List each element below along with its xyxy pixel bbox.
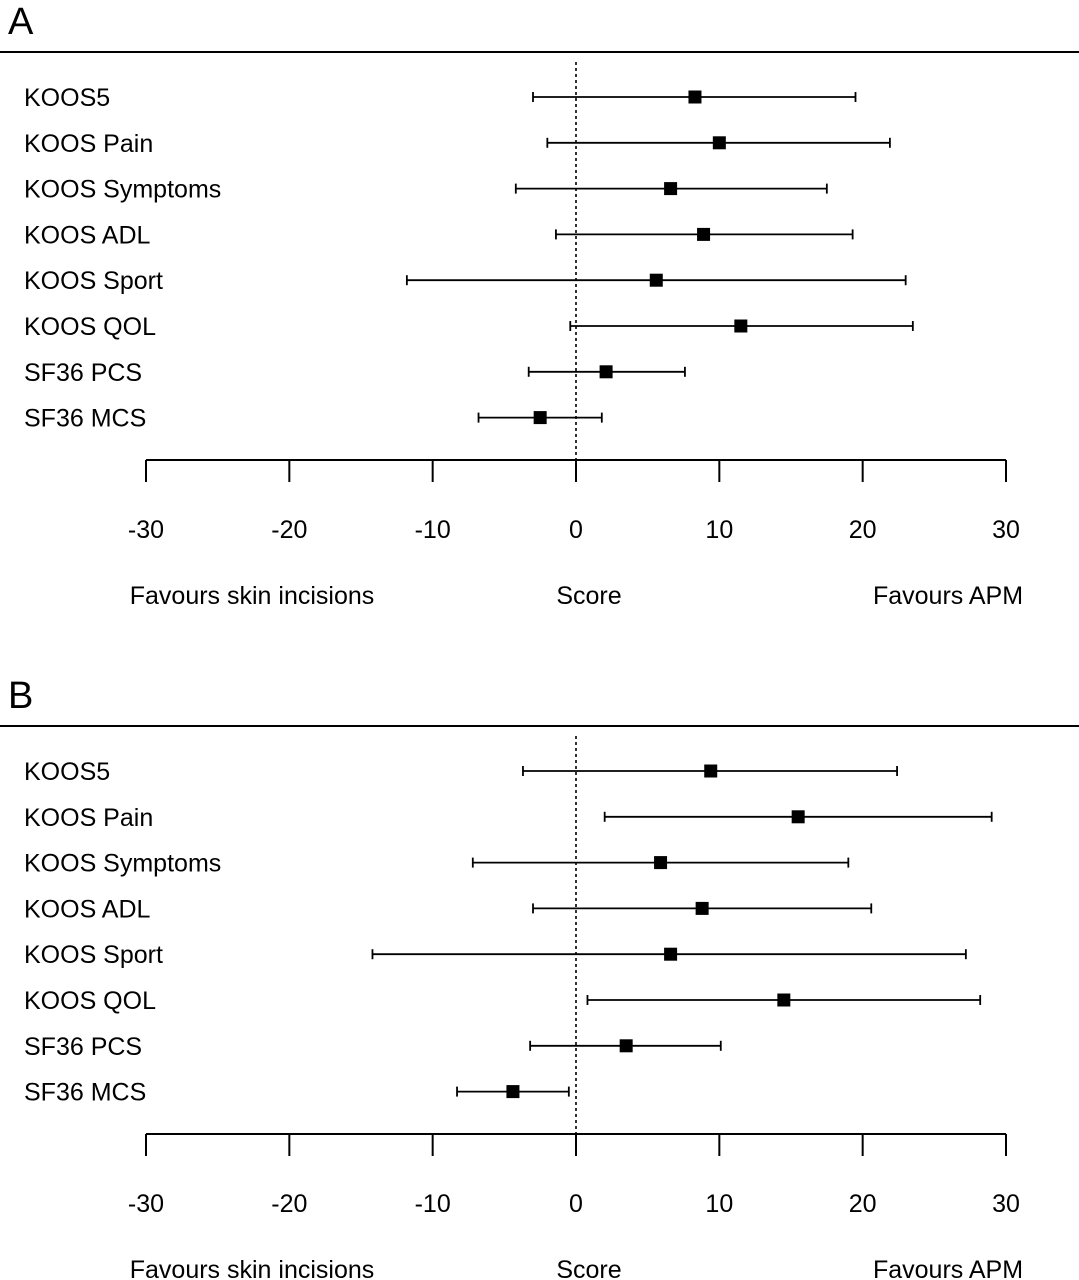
point-estimate bbox=[506, 1085, 520, 1099]
x-tick-label: -30 bbox=[128, 516, 164, 544]
row-label: KOOS5 bbox=[24, 758, 110, 786]
left-favours-label: Favours skin incisions bbox=[130, 582, 375, 610]
right-favours-label: Favours APM bbox=[873, 1256, 1023, 1280]
x-tick-label: 10 bbox=[705, 1190, 733, 1218]
point-estimate bbox=[791, 810, 805, 824]
row-label: KOOS Pain bbox=[24, 804, 153, 832]
x-tick-label: 10 bbox=[705, 516, 733, 544]
point-estimate bbox=[695, 901, 709, 915]
point-estimate bbox=[664, 182, 678, 196]
row-label: SF36 PCS bbox=[24, 359, 142, 387]
point-estimate bbox=[688, 90, 702, 104]
point-estimate bbox=[619, 1039, 633, 1053]
right-favours-label: Favours APM bbox=[873, 582, 1023, 610]
row-label: SF36 MCS bbox=[24, 405, 146, 433]
point-estimate bbox=[649, 273, 663, 287]
x-tick-label: -20 bbox=[271, 1190, 307, 1218]
row-label: KOOS QOL bbox=[24, 987, 156, 1015]
x-tick-label: 0 bbox=[569, 1190, 583, 1218]
row-label: KOOS5 bbox=[24, 84, 110, 112]
left-favours-label: Favours skin incisions bbox=[130, 1256, 375, 1280]
point-estimate bbox=[704, 764, 718, 778]
panel-label: A bbox=[8, 1, 34, 43]
row-label: KOOS ADL bbox=[24, 895, 151, 923]
row-label: KOOS Sport bbox=[24, 941, 163, 969]
x-axis-title: Score bbox=[556, 582, 621, 610]
row-label: SF36 PCS bbox=[24, 1033, 142, 1061]
panel-b: B KOOS5 KOOS Pain KOOS Symptoms KOOS ADL KOOS… bbox=[0, 675, 1079, 1280]
row-label: SF36 MCS bbox=[24, 1079, 146, 1107]
row-label: KOOS Symptoms bbox=[24, 176, 221, 204]
x-tick-label: 30 bbox=[992, 1190, 1020, 1218]
x-tick-label: -20 bbox=[271, 516, 307, 544]
point-estimate bbox=[533, 411, 547, 425]
x-axis-title: Score bbox=[556, 1256, 621, 1280]
point-estimate bbox=[712, 136, 726, 150]
row-label: KOOS Sport bbox=[24, 267, 163, 295]
x-tick-label: 20 bbox=[849, 1190, 877, 1218]
x-tick-label: 20 bbox=[849, 516, 877, 544]
panel-a: A KOOS5 KOOS Pain KOOS Symptoms KOOS ADL KOOS… bbox=[0, 1, 1079, 610]
point-estimate bbox=[734, 319, 748, 333]
point-estimate bbox=[777, 993, 791, 1007]
point-estimate bbox=[654, 856, 668, 870]
x-tick-label: -10 bbox=[415, 1190, 451, 1218]
row-label: KOOS ADL bbox=[24, 221, 151, 249]
x-tick-label: -30 bbox=[128, 1190, 164, 1218]
panel-label: B bbox=[8, 675, 33, 717]
x-tick-label: -10 bbox=[415, 516, 451, 544]
row-label: KOOS Symptoms bbox=[24, 850, 221, 878]
row-label: KOOS Pain bbox=[24, 130, 153, 158]
x-tick-label: 30 bbox=[992, 516, 1020, 544]
point-estimate bbox=[697, 227, 711, 241]
x-tick-label: 0 bbox=[569, 516, 583, 544]
point-estimate bbox=[599, 365, 613, 379]
row-label: KOOS QOL bbox=[24, 313, 156, 341]
point-estimate bbox=[664, 947, 678, 961]
